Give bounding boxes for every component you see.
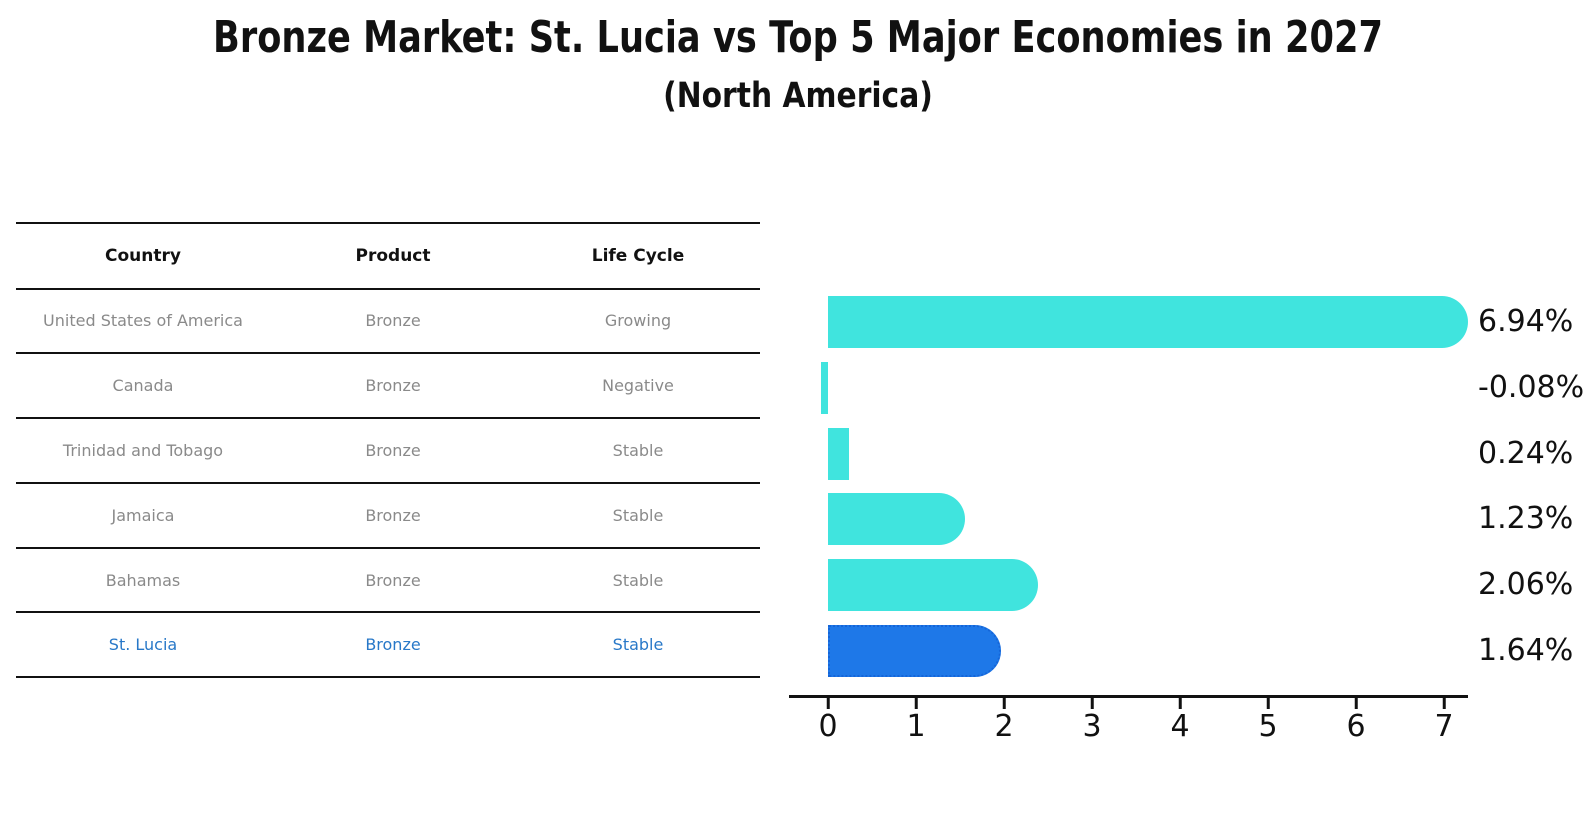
table-row: Bahamas Bronze Stable xyxy=(16,549,760,614)
x-axis-tick xyxy=(1002,698,1006,709)
chart-subtitle: (North America) xyxy=(663,76,933,116)
cell-life-cycle: Stable xyxy=(612,635,664,655)
cell-country: Jamaica xyxy=(111,505,175,525)
cell-country: Canada xyxy=(112,376,174,396)
x-axis-tick xyxy=(1442,698,1446,709)
bar-value-label: 6.94% xyxy=(1478,304,1574,339)
x-axis-tick-label: 3 xyxy=(1082,709,1102,744)
header-country: Country xyxy=(105,245,181,266)
bar-st-lucia-highlighted xyxy=(828,625,1002,677)
cell-product: Bronze xyxy=(365,376,421,396)
bar-value-label: 1.23% xyxy=(1478,501,1574,537)
bar-value-label: 0.24% xyxy=(1478,435,1574,471)
cell-life-cycle: Negative xyxy=(602,376,674,396)
table-row: Canada Bronze Negative xyxy=(16,354,760,420)
x-axis-tick-label: 4 xyxy=(1170,709,1190,744)
cell-life-cycle: Stable xyxy=(612,505,664,525)
cell-life-cycle: Growing xyxy=(604,311,672,331)
x-axis-tick xyxy=(1178,698,1182,709)
x-axis-tick-label: 6 xyxy=(1346,709,1366,744)
cell-life-cycle: Stable xyxy=(612,440,664,460)
x-axis-tick xyxy=(826,698,830,709)
table-row: Jamaica Bronze Stable xyxy=(16,484,760,549)
cell-country: Trinidad and Tobago xyxy=(62,440,224,460)
x-axis-tick-label: 1 xyxy=(906,709,926,744)
header-life-cycle: Life Cycle xyxy=(591,245,685,266)
x-axis-tick-label: 2 xyxy=(994,709,1014,744)
cell-country: Bahamas xyxy=(105,570,181,590)
table-header-row: Country Product Life Cycle xyxy=(16,224,760,290)
table-row: Trinidad and Tobago Bronze Stable xyxy=(16,419,760,484)
x-axis-tick xyxy=(914,698,918,709)
bar-value-label: 2.06% xyxy=(1478,567,1574,603)
cell-product: Bronze xyxy=(365,440,421,460)
x-axis-tick xyxy=(1090,698,1094,709)
cell-life-cycle: Stable xyxy=(612,570,664,590)
x-axis-tick xyxy=(1266,698,1270,709)
x-axis-tick xyxy=(1354,698,1358,709)
table-row-highlighted: St. Lucia Bronze Stable xyxy=(16,613,760,679)
x-axis-line xyxy=(789,695,1468,698)
bar-canada xyxy=(820,361,828,414)
bar-value-label: -0.08% xyxy=(1478,369,1585,405)
bar-value-label: 1.64% xyxy=(1478,633,1574,668)
cell-product: Bronze xyxy=(365,570,421,590)
x-axis-tick-label: 5 xyxy=(1258,709,1278,744)
bar-jamaica xyxy=(828,493,966,546)
x-axis-tick-label: 7 xyxy=(1434,709,1454,744)
country-table: Country Product Life Cycle United States… xyxy=(16,222,760,679)
chart-title: Bronze Market: St. Lucia vs Top 5 Major … xyxy=(213,12,1383,63)
cell-product: Bronze xyxy=(365,311,421,331)
bar-united-states xyxy=(828,296,1468,348)
cell-product: Bronze xyxy=(365,635,421,655)
bar-bahamas xyxy=(828,559,1039,612)
cell-product: Bronze xyxy=(365,505,421,525)
x-axis-tick-label: 0 xyxy=(818,709,838,744)
bar-trinidad-and-tobago xyxy=(828,427,850,480)
table-row: United States of America Bronze Growing xyxy=(16,290,760,355)
cell-country: St. Lucia xyxy=(108,635,178,655)
header-product: Product xyxy=(355,245,431,266)
cell-country: United States of America xyxy=(43,311,243,331)
